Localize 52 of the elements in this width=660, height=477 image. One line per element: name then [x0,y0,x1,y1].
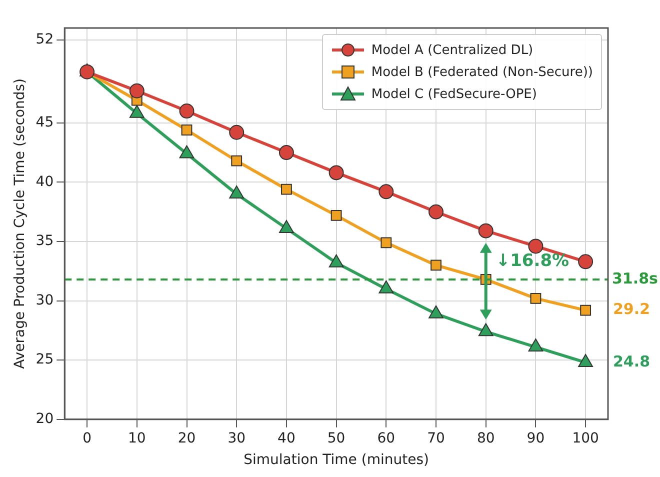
point [428,305,444,318]
point [328,254,344,268]
y-tick-label: 45 [36,114,54,131]
x-tick-label: 50 [327,430,346,446]
point [580,304,592,316]
point [528,338,544,352]
point [330,210,342,221]
y-axis-title: Average Production Cycle Time (seconds) [12,78,28,369]
y-tick-label: 35 [36,233,54,250]
point [380,237,392,248]
point [528,238,544,254]
x-tick-label: 100 [572,430,599,446]
point [430,260,442,271]
x-tick-label: 20 [178,430,196,446]
x-tick-label: 80 [476,430,495,446]
x-tick-label: 60 [377,430,396,446]
annotation: ↓16.8% [496,250,570,271]
data-label: 24.8 [613,352,650,370]
point [181,124,192,136]
point [578,354,593,367]
point [278,145,294,160]
point [378,184,394,200]
point [530,292,542,304]
point [229,124,244,140]
data-label: 29.2 [613,300,650,318]
point [478,223,494,238]
x-tick-label: 30 [228,430,246,446]
point [378,280,394,294]
point [578,254,594,270]
x-tick-label: 40 [278,430,296,446]
point [281,184,292,195]
point [428,204,444,220]
point [478,323,494,336]
ref-line-label: 31.8s [612,269,658,288]
legend-label: Model A (Centralized DL) [371,42,534,58]
y-tick-label: 20 [36,411,54,428]
point [231,155,242,166]
point [179,104,194,119]
y-tick-label: 52 [36,32,54,48]
legend-label: Model B (Federated (Non-Secure)) [371,64,593,80]
point [328,165,344,180]
point [129,83,144,98]
x-axis-title: Simulation Time (minutes) [244,452,429,468]
x-tick-label: 70 [427,430,445,446]
x-tick-label: 10 [128,430,146,446]
y-tick-label: 30 [36,292,54,308]
point [80,64,95,80]
x-tick-label: 90 [526,430,545,446]
legend-label: Model C (FedSecure-OPE) [371,86,537,102]
x-tick-label: 0 [82,430,92,446]
y-tick-label: 40 [36,174,54,190]
y-tick-label: 25 [36,352,54,368]
